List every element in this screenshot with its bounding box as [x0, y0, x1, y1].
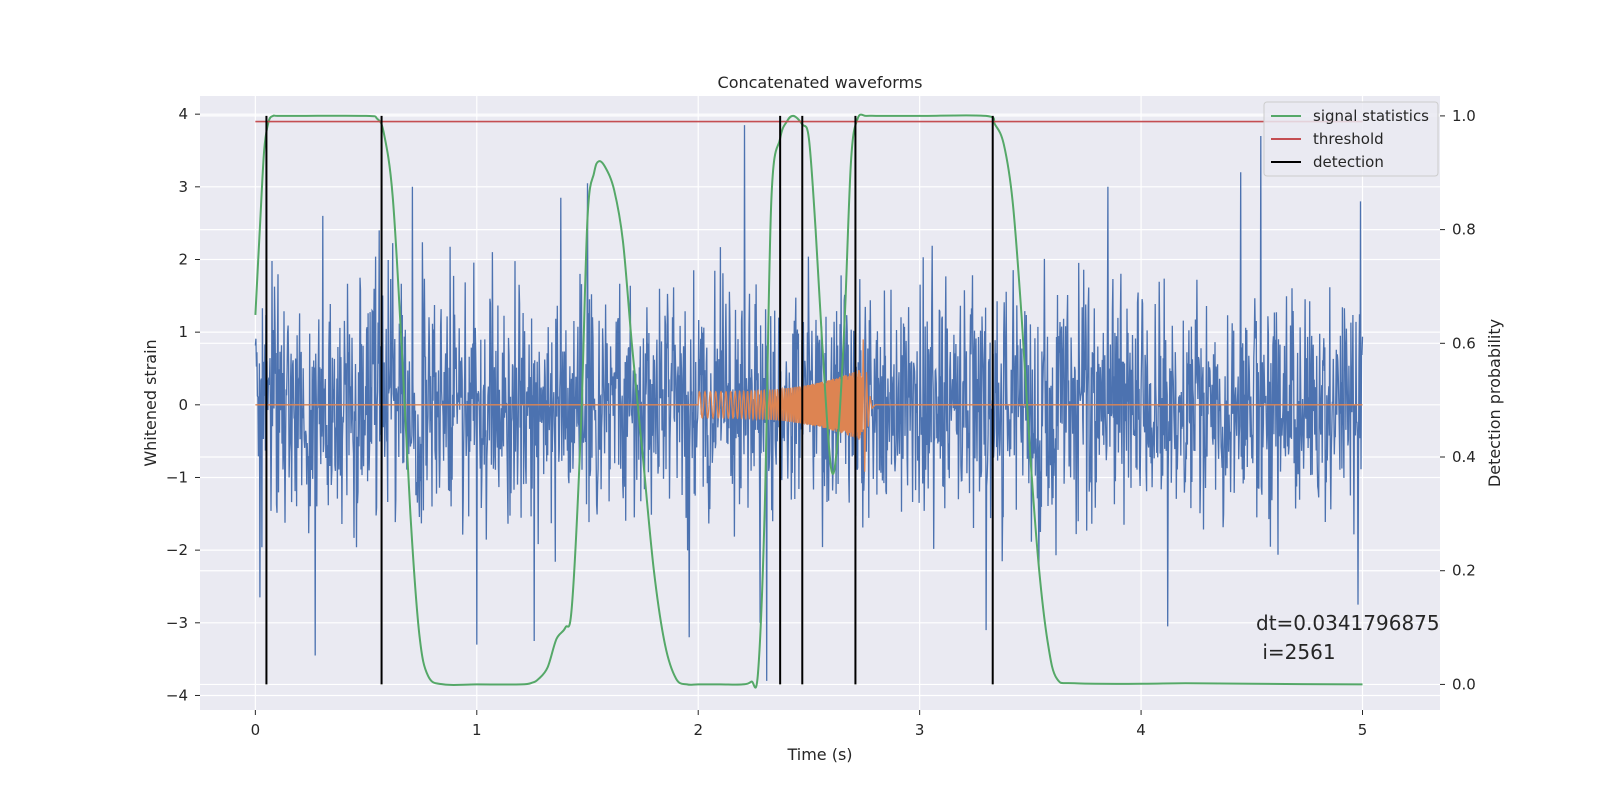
x-tick-label: 3: [915, 721, 925, 739]
y2-tick-label: 0.2: [1452, 562, 1476, 580]
y2-tick-label: 0.6: [1452, 334, 1476, 352]
signal-statistics-series: [254, 113, 1363, 689]
y2-tick-label: 0.4: [1452, 448, 1476, 466]
legend-label-signal: signal statistics: [1313, 107, 1429, 125]
y2-tick-label: 1.0: [1452, 107, 1476, 125]
legend-label-detection: detection: [1313, 153, 1384, 171]
y2-axis-label: Detection probability: [1485, 319, 1504, 487]
y-tick-label: −1: [166, 468, 188, 486]
x-axis-label: Time (s): [786, 745, 852, 764]
x-tick-label: 5: [1358, 721, 1368, 739]
legend-label-threshold: threshold: [1313, 130, 1384, 148]
strain-line: [254, 125, 1364, 681]
y2-tick-label: 0.8: [1452, 221, 1476, 239]
legend: signal statistics threshold detection: [1263, 101, 1439, 177]
y-tick-label: −2: [166, 541, 188, 559]
y2-axis-ticks: 0.0 0.2 0.4 0.6 0.8 1.0: [1440, 107, 1476, 693]
x-tick-label: 0: [251, 721, 261, 739]
annotation-i: i=2561: [1256, 640, 1336, 664]
x-tick-label: 4: [1136, 721, 1146, 739]
detection-series: [265, 115, 994, 685]
y-tick-label: 1: [178, 323, 188, 341]
y-tick-label: −3: [166, 614, 188, 632]
chart-title: Concatenated waveforms: [718, 73, 923, 92]
y-tick-label: 3: [178, 178, 188, 196]
y-tick-label: 4: [178, 105, 188, 123]
annotation-dt: dt=0.0341796875: [1256, 611, 1440, 635]
strain-series: [254, 125, 1364, 681]
legend-box: [1263, 101, 1439, 177]
y-axis-ticks: −4 −3 −2 −1 0 1 2 3 4: [166, 105, 200, 704]
y-tick-label: −4: [166, 686, 188, 704]
x-axis-ticks: 0 1 2 3 4 5: [251, 710, 1368, 739]
y-tick-label: 2: [178, 250, 188, 268]
y2-tick-label: 0.0: [1452, 675, 1476, 693]
x-tick-label: 1: [472, 721, 482, 739]
y-tick-label: 0: [178, 396, 188, 414]
x-tick-label: 2: [693, 721, 703, 739]
y-axis-label: Whitened strain: [141, 339, 160, 466]
signal-statistics-line: [254, 113, 1363, 689]
